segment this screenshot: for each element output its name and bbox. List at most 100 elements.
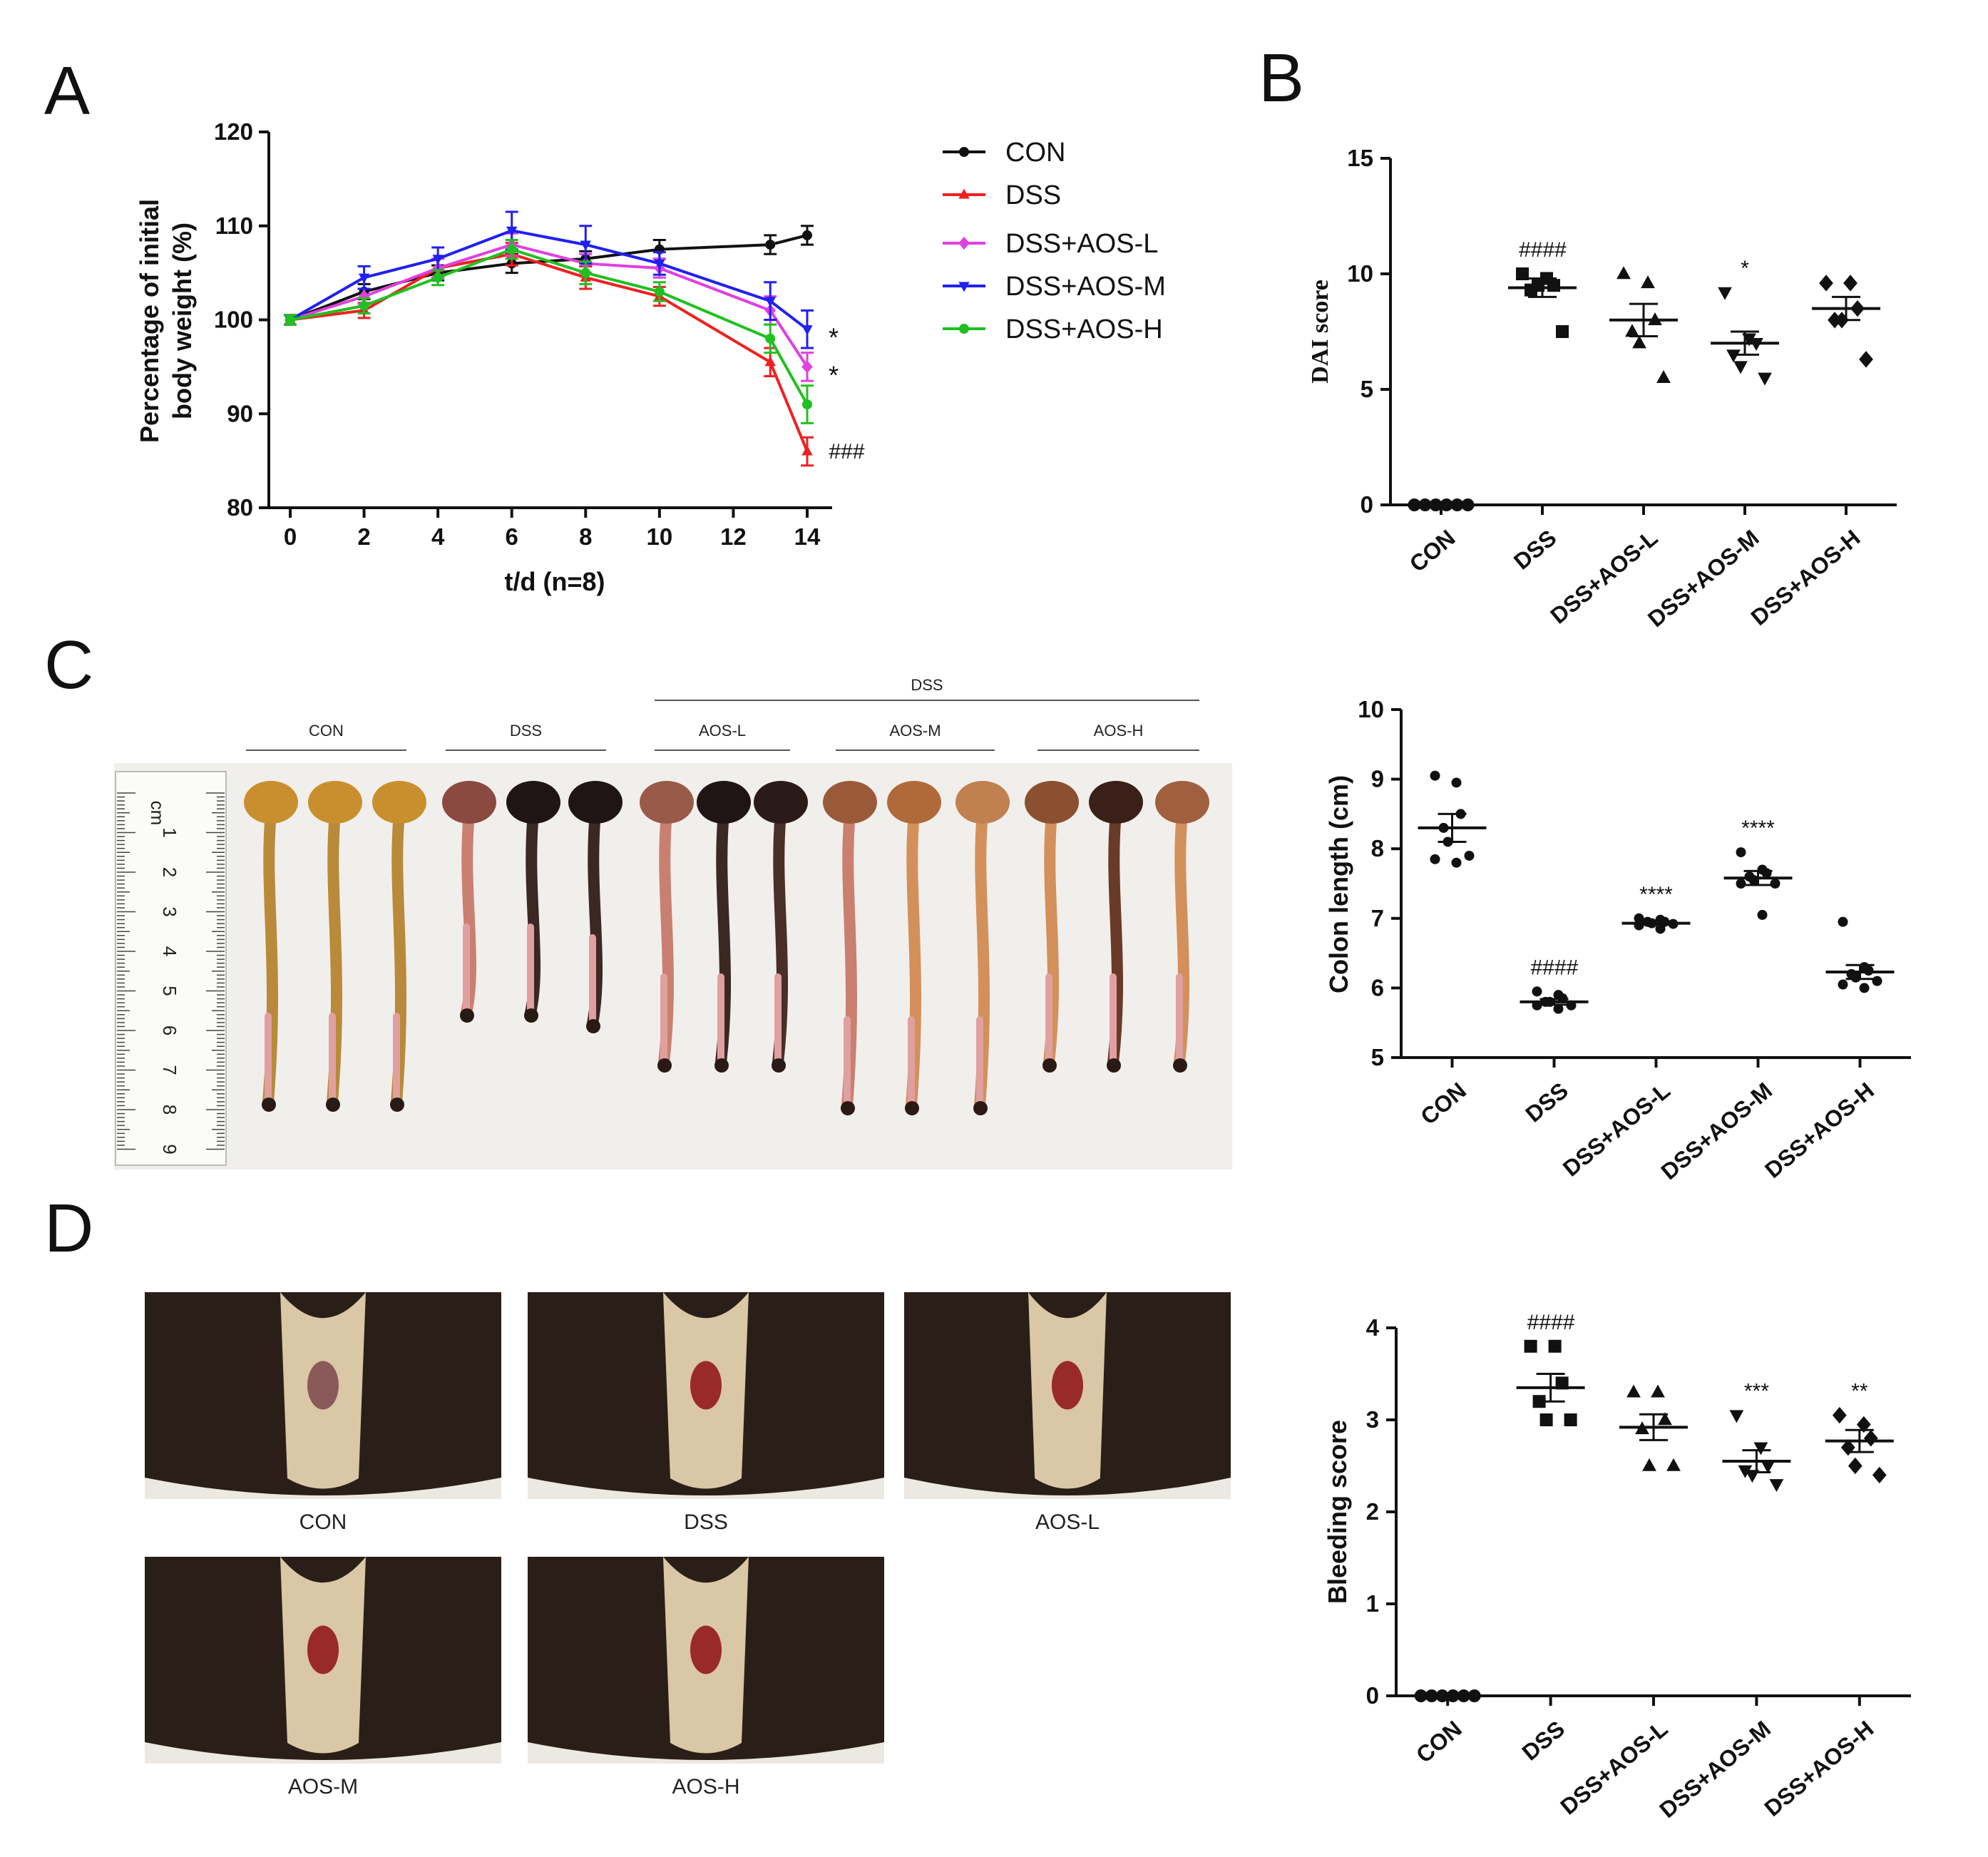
b-group-con — [1408, 498, 1475, 511]
b-y-tick-label: 10 — [1347, 260, 1373, 287]
a-significance-label: ### — [829, 440, 864, 464]
a-y-tick-label: 80 — [227, 494, 253, 521]
d-data-point — [1435, 1689, 1449, 1702]
b-y-tick-label: 5 — [1361, 376, 1373, 402]
ruler-number: 7 — [159, 1065, 180, 1075]
c-data-point — [1655, 924, 1666, 934]
a-x-tick-label: 0 — [284, 523, 297, 550]
c-data-point — [1430, 770, 1440, 781]
b-y-tick-label: 0 — [1361, 491, 1373, 518]
d-y-tick-label: 4 — [1366, 1314, 1380, 1341]
b-data-point — [1758, 372, 1772, 386]
ruler-number: 9 — [159, 1144, 180, 1154]
a-data-point — [285, 314, 295, 325]
b-data-point — [1625, 324, 1639, 337]
panel-letter-b: B — [1259, 40, 1304, 116]
colon-specimen — [1089, 781, 1143, 1073]
d-data-point — [1769, 1479, 1784, 1493]
c-significance-label: **** — [1741, 817, 1775, 840]
c-category-label: CON — [1415, 1078, 1471, 1130]
c-data-point — [1430, 854, 1440, 864]
colon-specimen — [887, 781, 941, 1115]
d-data-point — [1729, 1410, 1744, 1423]
d-data-point — [1425, 1689, 1438, 1702]
d-data-point — [1457, 1689, 1470, 1702]
colon-group-label: AOS-M — [889, 722, 941, 740]
ruler-number: 3 — [159, 906, 180, 916]
a-x-tick-label: 8 — [579, 523, 592, 550]
c-significance-label: **** — [1639, 883, 1673, 906]
panel-letter-d: D — [44, 1190, 93, 1267]
d-data-point — [1539, 1413, 1553, 1426]
colon-group-label: CON — [309, 722, 344, 740]
b-data-point — [1656, 370, 1671, 383]
c-y-tick-label: 6 — [1371, 974, 1384, 1001]
c-y-tick-label: 10 — [1358, 696, 1384, 722]
ruler-number: 6 — [159, 1025, 180, 1035]
a-legend-item: DSS+AOS-L — [943, 229, 1158, 259]
a-data-point — [654, 259, 665, 270]
d-data-point — [1753, 1442, 1768, 1456]
c-data-point — [1850, 972, 1861, 983]
c-data-point — [1757, 909, 1768, 920]
a-x-tick-label: 6 — [506, 523, 518, 550]
a-y-tick-label: 120 — [214, 118, 253, 145]
colon-specimen — [506, 781, 560, 1023]
c-y-tick-label: 7 — [1371, 905, 1384, 931]
b-significance-label: #### — [1519, 238, 1567, 262]
d-data-point — [1564, 1413, 1577, 1426]
b-data-point — [1718, 287, 1732, 300]
d-y-tick-label: 3 — [1366, 1406, 1379, 1433]
a-series-line — [290, 243, 809, 368]
d-data-point — [1548, 1339, 1562, 1353]
a-data-point — [580, 240, 591, 251]
a-legend-item: CON — [943, 138, 1065, 168]
c-significance-label: #### — [1530, 956, 1578, 979]
d-group-dss-aos-l — [1619, 1384, 1688, 1471]
c-y-tick-label: 8 — [1371, 835, 1384, 861]
c-data-point — [1872, 976, 1882, 986]
a-legend-marker — [958, 282, 970, 292]
d-data-point — [1658, 1412, 1672, 1426]
a-legend-item: DSS+AOS-M — [943, 272, 1166, 302]
d-significance-label: ** — [1851, 1380, 1868, 1403]
c-group-dss-aos-l: **** — [1621, 883, 1691, 934]
a-data-point — [801, 445, 813, 456]
c-group-dss-aos-m: **** — [1723, 817, 1793, 920]
d-category-label: DSS+AOS-H — [1759, 1716, 1878, 1821]
colon-specimen — [955, 781, 1010, 1115]
ruler-number: 1 — [159, 827, 180, 837]
colon-specimen — [754, 781, 808, 1073]
a-data-point — [506, 226, 518, 237]
c-category-label: DSS+AOS-M — [1656, 1078, 1777, 1185]
b-group-dss: #### — [1508, 238, 1577, 338]
colon-group-label: AOS-H — [1094, 722, 1144, 740]
a-legend-marker — [959, 324, 969, 334]
a-y-tick-label: 90 — [227, 400, 253, 426]
c-y-tick-label: 9 — [1371, 766, 1384, 792]
colon-specimen — [1025, 781, 1079, 1073]
a-x-tick-label: 10 — [646, 523, 672, 550]
a-data-point — [764, 356, 776, 367]
mouse-photo-label: CON — [299, 1510, 347, 1534]
d-data-point — [1651, 1384, 1665, 1398]
d-group-dss-aos-h: ** — [1825, 1380, 1894, 1484]
a-y-axis-title-line-1: Percentage of initial — [135, 199, 164, 443]
a-significance-label: * — [829, 360, 839, 389]
a-x-axis-title: t/d (n=8) — [505, 567, 605, 596]
a-data-point — [433, 272, 444, 283]
b-data-point — [1429, 498, 1443, 511]
c-group-dss: #### — [1520, 956, 1589, 1014]
mouse-photos: CON DSS AOS-L AOS-M AOS-H — [145, 1292, 1231, 1799]
d-category-label: DSS+AOS-M — [1654, 1716, 1776, 1823]
d-data-point — [1414, 1689, 1428, 1702]
a-series-dss-aos-m — [284, 210, 814, 349]
d-data-point — [1761, 1460, 1776, 1474]
a-data-point — [358, 290, 370, 303]
c-y-axis-title: Colon length (cm) — [1324, 775, 1353, 993]
d-group-dss: #### — [1516, 1311, 1585, 1426]
b-data-point — [1726, 349, 1741, 363]
a-legend: CON DSS DSS+AOS-L DSS+AOS-M DSS+AOS-H — [943, 138, 1166, 344]
